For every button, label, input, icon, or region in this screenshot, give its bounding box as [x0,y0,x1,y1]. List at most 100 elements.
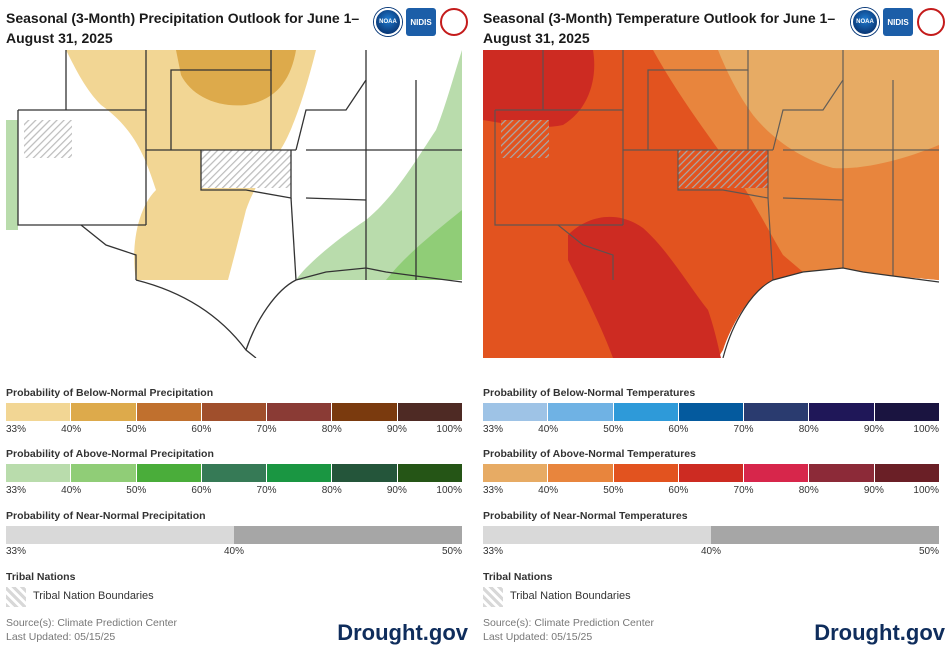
temperature-outlook-panel: Seasonal (3-Month) Temperature Outlook f… [483,0,945,663]
tick-label: 90% [386,485,407,496]
tick-label: 100% [913,424,939,435]
above-normal-color-bar [483,464,939,482]
below-normal-color-bar [6,403,462,421]
tick-label: 80% [321,424,342,435]
tick-label: 70% [733,424,754,435]
source-text: Source(s): Climate Prediction Center [6,617,177,629]
below-normal-40-50-region [176,50,296,106]
tribal-boundary-swatch [483,587,503,607]
above-color-swatch [332,464,398,482]
tick-label: 80% [798,485,819,496]
tribal-area-oklahoma [201,150,291,188]
source-block: Source(s): Climate Prediction Center Las… [6,616,177,644]
below-color-swatch [267,403,333,421]
tick-label: 100% [436,424,462,435]
drought-gov-brand[interactable]: Drought.gov [814,620,945,645]
tribal-boundary-swatch [6,587,26,607]
below-color-swatch [483,403,549,421]
below-color-swatch [201,403,268,421]
tick-label: 50% [126,424,147,435]
tribal-area-oklahoma [678,150,768,188]
gulf-water [613,268,939,358]
near-normal-legend-title: Probability of Near-Normal Temperatures [483,510,688,522]
near-normal-ticks: 33% 40% 50% [483,546,939,558]
tick-label: 70% [256,485,277,496]
tick-label: 33% [483,424,504,435]
above-normal-60-70-west [483,50,595,128]
above-color-swatch [71,464,137,482]
near-normal-ticks: 33% 40% 50% [6,546,462,558]
gulf-coastline [135,267,462,358]
tick-label: 33% [6,546,27,557]
above-color-swatch [397,464,462,482]
source-block: Source(s): Climate Prediction Center Las… [483,616,654,644]
noaa-logo: NOAA [374,8,402,36]
below-normal-legend-title: Probability of Below-Normal Temperatures [483,387,696,399]
nws-logo [440,8,468,36]
nidis-logo: NIDIS [406,8,436,36]
above-color-swatch [874,464,939,482]
above-normal-legend-title: Probability of Above-Normal Temperatures [483,448,696,460]
tick-label: 33% [483,546,504,557]
below-normal-ticks: 33% 40% 50% 60% 70% 80% 90% 100% [483,424,939,436]
tick-label: 80% [798,424,819,435]
above-color-swatch [201,464,268,482]
tick-label: 60% [191,424,212,435]
tribal-nations-title: Tribal Nations [483,571,553,583]
above-color-swatch [548,464,614,482]
gulf-coastline [722,267,939,358]
above-color-swatch [6,464,72,482]
above-color-swatch [613,464,679,482]
temperature-map [483,50,939,358]
below-color-swatch [613,403,679,421]
agency-logos: NOAA NIDIS [374,8,468,36]
tick-label: 80% [321,485,342,496]
tick-label: 50% [603,424,624,435]
tick-label: 40% [223,546,245,557]
above-normal-legend-title: Probability of Above-Normal Precipitatio… [6,448,214,460]
below-color-swatch [136,403,202,421]
below-color-swatch [6,403,72,421]
tick-label: 33% [6,424,27,435]
tick-label: 60% [191,485,212,496]
above-color-swatch [267,464,333,482]
tick-label: 70% [256,424,277,435]
above-color-swatch [744,464,810,482]
drought-gov-brand[interactable]: Drought.gov [337,620,468,645]
tick-label: 50% [603,485,624,496]
near-normal-color-swatch [483,526,711,544]
below-color-swatch [678,403,745,421]
above-color-swatch [678,464,745,482]
above-normal-33-40-region [296,50,462,280]
last-updated-text: Last Updated: 05/15/25 [6,631,116,643]
below-color-swatch [332,403,398,421]
tick-label: 40% [538,485,559,496]
temperature-map-svg [483,50,939,358]
tribal-boundaries-label: Tribal Nation Boundaries [510,590,631,602]
tick-label: 90% [863,424,884,435]
state-boundaries [17,50,462,281]
tribal-boundaries-label: Tribal Nation Boundaries [33,590,154,602]
tribal-nations-title: Tribal Nations [6,571,76,583]
last-updated-text: Last Updated: 05/15/25 [483,631,593,643]
nws-logo [917,8,945,36]
tribal-area-southwest [24,120,72,158]
tick-label: 70% [733,485,754,496]
above-color-swatch [483,464,549,482]
below-normal-legend-title: Probability of Below-Normal Precipitatio… [6,387,214,399]
tick-label: 100% [436,485,462,496]
below-color-swatch [71,403,137,421]
nidis-logo: NIDIS [883,8,913,36]
near-normal-color-swatch [234,526,462,544]
above-normal-ticks: 33% 40% 50% 60% 70% 80% 90% 100% [6,485,462,497]
noaa-logo: NOAA [851,8,879,36]
tick-label: 60% [668,485,689,496]
above-normal-33-40-region [718,50,939,169]
below-color-swatch [397,403,462,421]
tick-label: 40% [700,546,722,557]
below-color-swatch [809,403,875,421]
tick-label: 40% [61,424,82,435]
tick-label: 90% [386,424,407,435]
tick-label: 50% [126,485,147,496]
agency-logos: NOAA NIDIS [851,8,945,36]
